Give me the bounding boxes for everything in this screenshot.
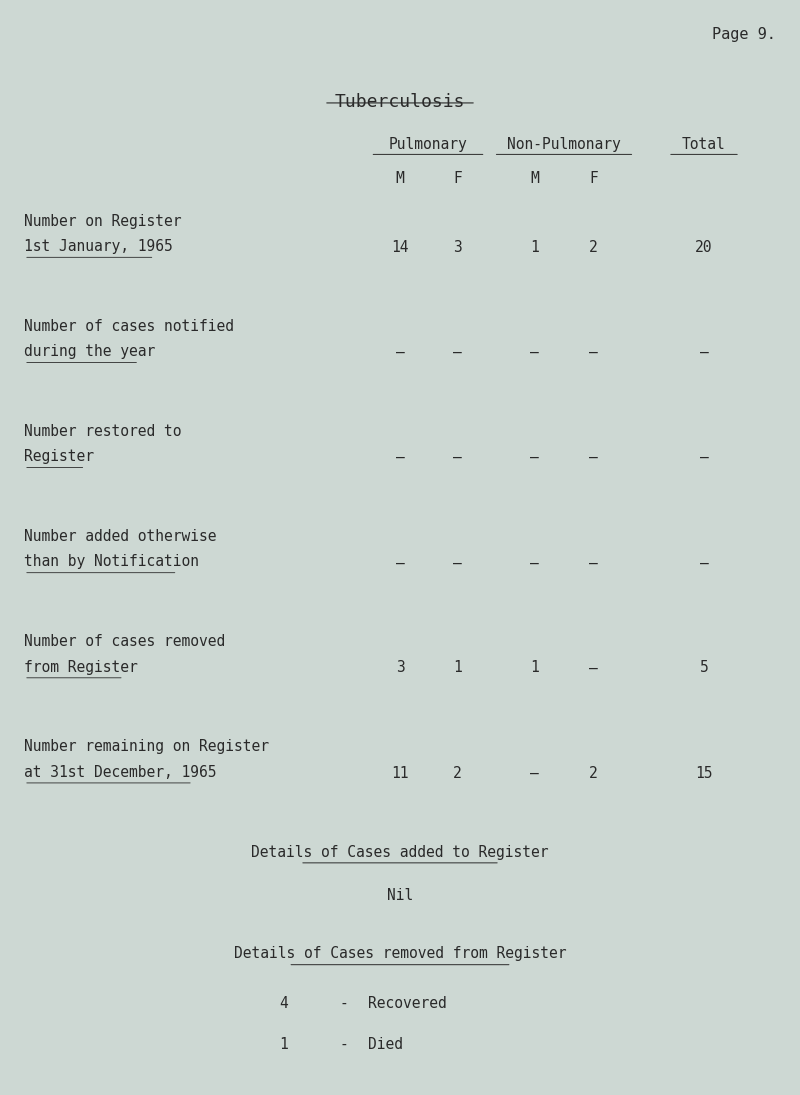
Text: during the year: during the year xyxy=(24,344,155,359)
Text: –: – xyxy=(590,660,598,676)
Text: –: – xyxy=(396,450,404,465)
Text: 1st January, 1965: 1st January, 1965 xyxy=(24,239,173,254)
Text: Register: Register xyxy=(24,449,94,464)
Text: 20: 20 xyxy=(695,240,713,255)
Text: Tuberculosis: Tuberculosis xyxy=(334,93,466,111)
Text: Recovered: Recovered xyxy=(368,995,446,1011)
Text: Number of cases removed: Number of cases removed xyxy=(24,634,226,649)
Text: Number remaining on Register: Number remaining on Register xyxy=(24,739,269,754)
Text: –: – xyxy=(530,555,538,570)
Text: –: – xyxy=(590,450,598,465)
Text: Pulmonary: Pulmonary xyxy=(389,137,467,152)
Text: –: – xyxy=(590,345,598,360)
Text: M: M xyxy=(530,171,538,186)
Text: –: – xyxy=(530,345,538,360)
Text: Page 9.: Page 9. xyxy=(712,27,776,43)
Text: at 31st December, 1965: at 31st December, 1965 xyxy=(24,764,217,780)
Text: 5: 5 xyxy=(700,660,708,676)
Text: Details of Cases added to Register: Details of Cases added to Register xyxy=(251,844,549,860)
Text: 2: 2 xyxy=(590,240,598,255)
Text: -: - xyxy=(340,995,348,1011)
Text: Died: Died xyxy=(368,1037,403,1052)
Text: 1: 1 xyxy=(454,660,462,676)
Text: –: – xyxy=(700,450,708,465)
Text: Nil: Nil xyxy=(387,888,413,903)
Text: than by Notification: than by Notification xyxy=(24,554,199,569)
Text: –: – xyxy=(530,765,538,781)
Text: 3: 3 xyxy=(396,660,404,676)
Text: 1: 1 xyxy=(530,660,538,676)
Text: –: – xyxy=(454,450,462,465)
Text: –: – xyxy=(454,345,462,360)
Text: Number restored to: Number restored to xyxy=(24,424,182,439)
Text: 14: 14 xyxy=(391,240,409,255)
Text: 2: 2 xyxy=(590,765,598,781)
Text: -: - xyxy=(340,1037,348,1052)
Text: –: – xyxy=(454,555,462,570)
Text: 4: 4 xyxy=(280,995,288,1011)
Text: 3: 3 xyxy=(454,240,462,255)
Text: 15: 15 xyxy=(695,765,713,781)
Text: –: – xyxy=(530,450,538,465)
Text: Non-Pulmonary: Non-Pulmonary xyxy=(507,137,621,152)
Text: Total: Total xyxy=(682,137,726,152)
Text: 1: 1 xyxy=(280,1037,288,1052)
Text: –: – xyxy=(590,555,598,570)
Text: F: F xyxy=(590,171,598,186)
Text: –: – xyxy=(700,555,708,570)
Text: Number of cases notified: Number of cases notified xyxy=(24,319,234,334)
Text: F: F xyxy=(454,171,462,186)
Text: Number on Register: Number on Register xyxy=(24,214,182,229)
Text: –: – xyxy=(700,345,708,360)
Text: Number added otherwise: Number added otherwise xyxy=(24,529,217,544)
Text: from Register: from Register xyxy=(24,659,138,675)
Text: M: M xyxy=(396,171,404,186)
Text: –: – xyxy=(396,555,404,570)
Text: 11: 11 xyxy=(391,765,409,781)
Text: 2: 2 xyxy=(454,765,462,781)
Text: –: – xyxy=(396,345,404,360)
Text: 1: 1 xyxy=(530,240,538,255)
Text: Details of Cases removed from Register: Details of Cases removed from Register xyxy=(234,946,566,961)
